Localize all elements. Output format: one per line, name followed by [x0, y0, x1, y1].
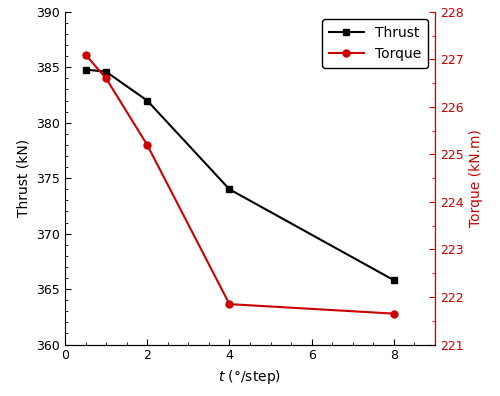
- Torque: [103, 76, 109, 81]
- Torque: [144, 143, 150, 147]
- Torque: [226, 302, 232, 307]
- X-axis label: $t$ (°/step): $t$ (°/step): [218, 368, 282, 386]
- Thrust: [226, 187, 232, 192]
- Torque: [82, 52, 88, 57]
- Legend: Thrust, Torque: Thrust, Torque: [322, 19, 428, 68]
- Y-axis label: Torque (kN.m): Torque (kN.m): [469, 129, 483, 227]
- Y-axis label: Thrust (kN): Thrust (kN): [16, 139, 30, 217]
- Torque: [391, 311, 397, 316]
- Line: Torque: Torque: [82, 51, 398, 317]
- Thrust: [391, 278, 397, 283]
- Thrust: [144, 98, 150, 103]
- Thrust: [103, 69, 109, 74]
- Line: Thrust: Thrust: [82, 66, 398, 284]
- Thrust: [82, 67, 88, 72]
